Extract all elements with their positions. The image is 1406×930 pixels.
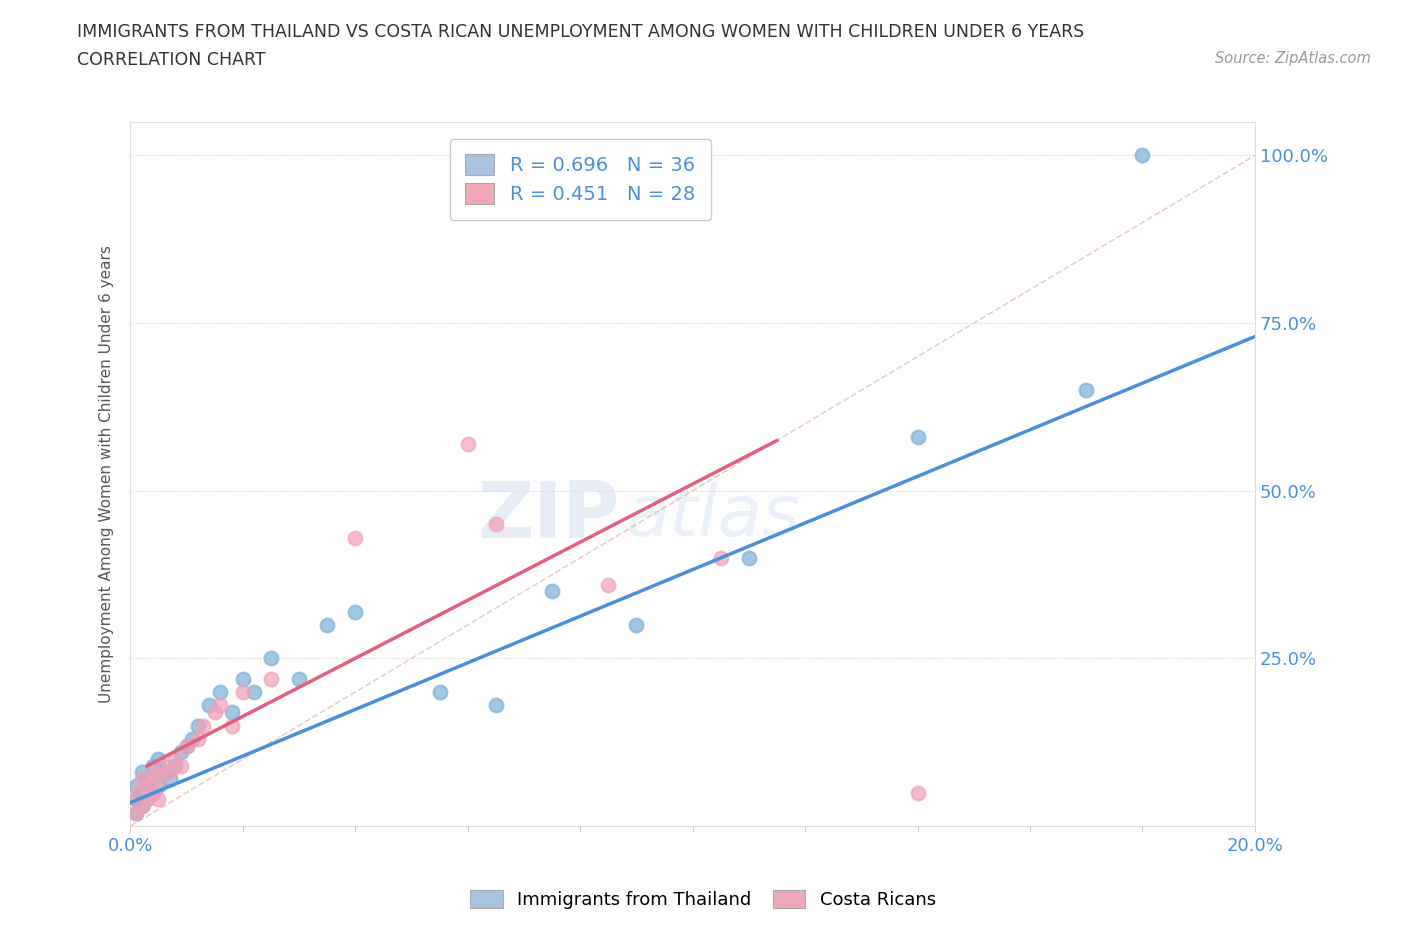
Text: CORRELATION CHART: CORRELATION CHART [77, 51, 266, 69]
Point [907, 785, 929, 800]
Point [131, 772, 153, 787]
Point [429, 684, 451, 699]
Point [1132, 148, 1154, 163]
Point [738, 551, 761, 565]
Point [598, 578, 620, 592]
Point [710, 551, 733, 565]
Point [136, 791, 159, 806]
Text: IMMIGRANTS FROM THAILAND VS COSTA RICAN UNEMPLOYMENT AMONG WOMEN WITH CHILDREN U: IMMIGRANTS FROM THAILAND VS COSTA RICAN … [77, 23, 1084, 41]
Point [232, 671, 254, 686]
Point [131, 765, 153, 780]
Point [131, 799, 153, 814]
Point [187, 732, 209, 747]
Point [148, 778, 170, 793]
Point [176, 738, 198, 753]
Point [148, 751, 170, 766]
Point [170, 758, 193, 773]
Point [131, 785, 153, 800]
Point [142, 785, 165, 800]
Point [626, 618, 648, 632]
Point [485, 698, 508, 713]
Point [142, 765, 165, 780]
Point [125, 805, 148, 820]
Point [136, 772, 159, 787]
Point [187, 718, 209, 733]
Point [125, 778, 148, 793]
Point [204, 705, 226, 720]
Point [288, 671, 311, 686]
Text: ZIP: ZIP [477, 478, 620, 554]
Point [159, 765, 181, 780]
Point [125, 791, 148, 806]
Point [209, 684, 232, 699]
Point [316, 618, 339, 632]
Point [136, 791, 159, 806]
Point [1076, 383, 1098, 398]
Point [165, 751, 187, 766]
Point [148, 772, 170, 787]
Point [148, 791, 170, 806]
Y-axis label: Unemployment Among Women with Children Under 6 years: Unemployment Among Women with Children U… [100, 246, 114, 703]
Point [153, 758, 176, 773]
Point [260, 651, 283, 666]
Point [142, 785, 165, 800]
Point [181, 732, 204, 747]
Legend: Immigrants from Thailand, Costa Ricans: Immigrants from Thailand, Costa Ricans [463, 883, 943, 916]
Point [457, 436, 479, 451]
Point [243, 684, 266, 699]
Point [136, 778, 159, 793]
Point [193, 718, 215, 733]
Point [165, 758, 187, 773]
Point [221, 705, 243, 720]
Text: Source: ZipAtlas.com: Source: ZipAtlas.com [1215, 51, 1371, 66]
Point [176, 738, 198, 753]
Point [485, 517, 508, 532]
Point [170, 745, 193, 760]
Point [232, 684, 254, 699]
Point [142, 758, 165, 773]
Point [221, 718, 243, 733]
Point [153, 765, 176, 780]
Legend: R = 0.696   N = 36, R = 0.451   N = 28: R = 0.696 N = 36, R = 0.451 N = 28 [450, 139, 710, 220]
Text: atlas: atlas [626, 482, 800, 551]
Point [131, 799, 153, 814]
Point [260, 671, 283, 686]
Point [125, 785, 148, 800]
Point [541, 584, 564, 599]
Point [344, 530, 367, 545]
Point [159, 772, 181, 787]
Point [198, 698, 221, 713]
Point [209, 698, 232, 713]
Point [907, 430, 929, 445]
Point [344, 604, 367, 619]
Point [125, 805, 148, 820]
